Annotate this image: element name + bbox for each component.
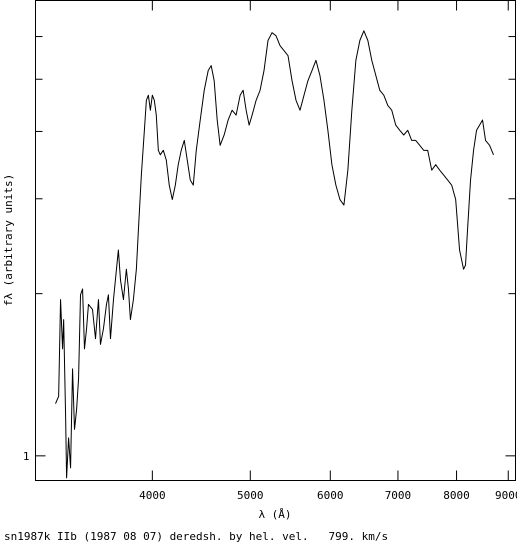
caption: sn1987k IIb (1987 08 07) deredsh. by hel… [4,530,388,543]
x-axis-label: λ (Å) [258,508,291,521]
spectrum-line [55,30,494,479]
x-tick-label: 8000 [443,489,470,502]
plot-frame [35,0,516,481]
y-tick-label: 1 [23,450,30,463]
x-tick-label: 4000 [139,489,166,502]
x-tick-label: 5000 [237,489,264,502]
x-tick-label: 7000 [385,489,412,502]
y-axis-label: fλ (arbitrary units) [2,174,15,306]
x-tick-label: 9000 [495,489,517,502]
x-tick-label: 6000 [317,489,344,502]
